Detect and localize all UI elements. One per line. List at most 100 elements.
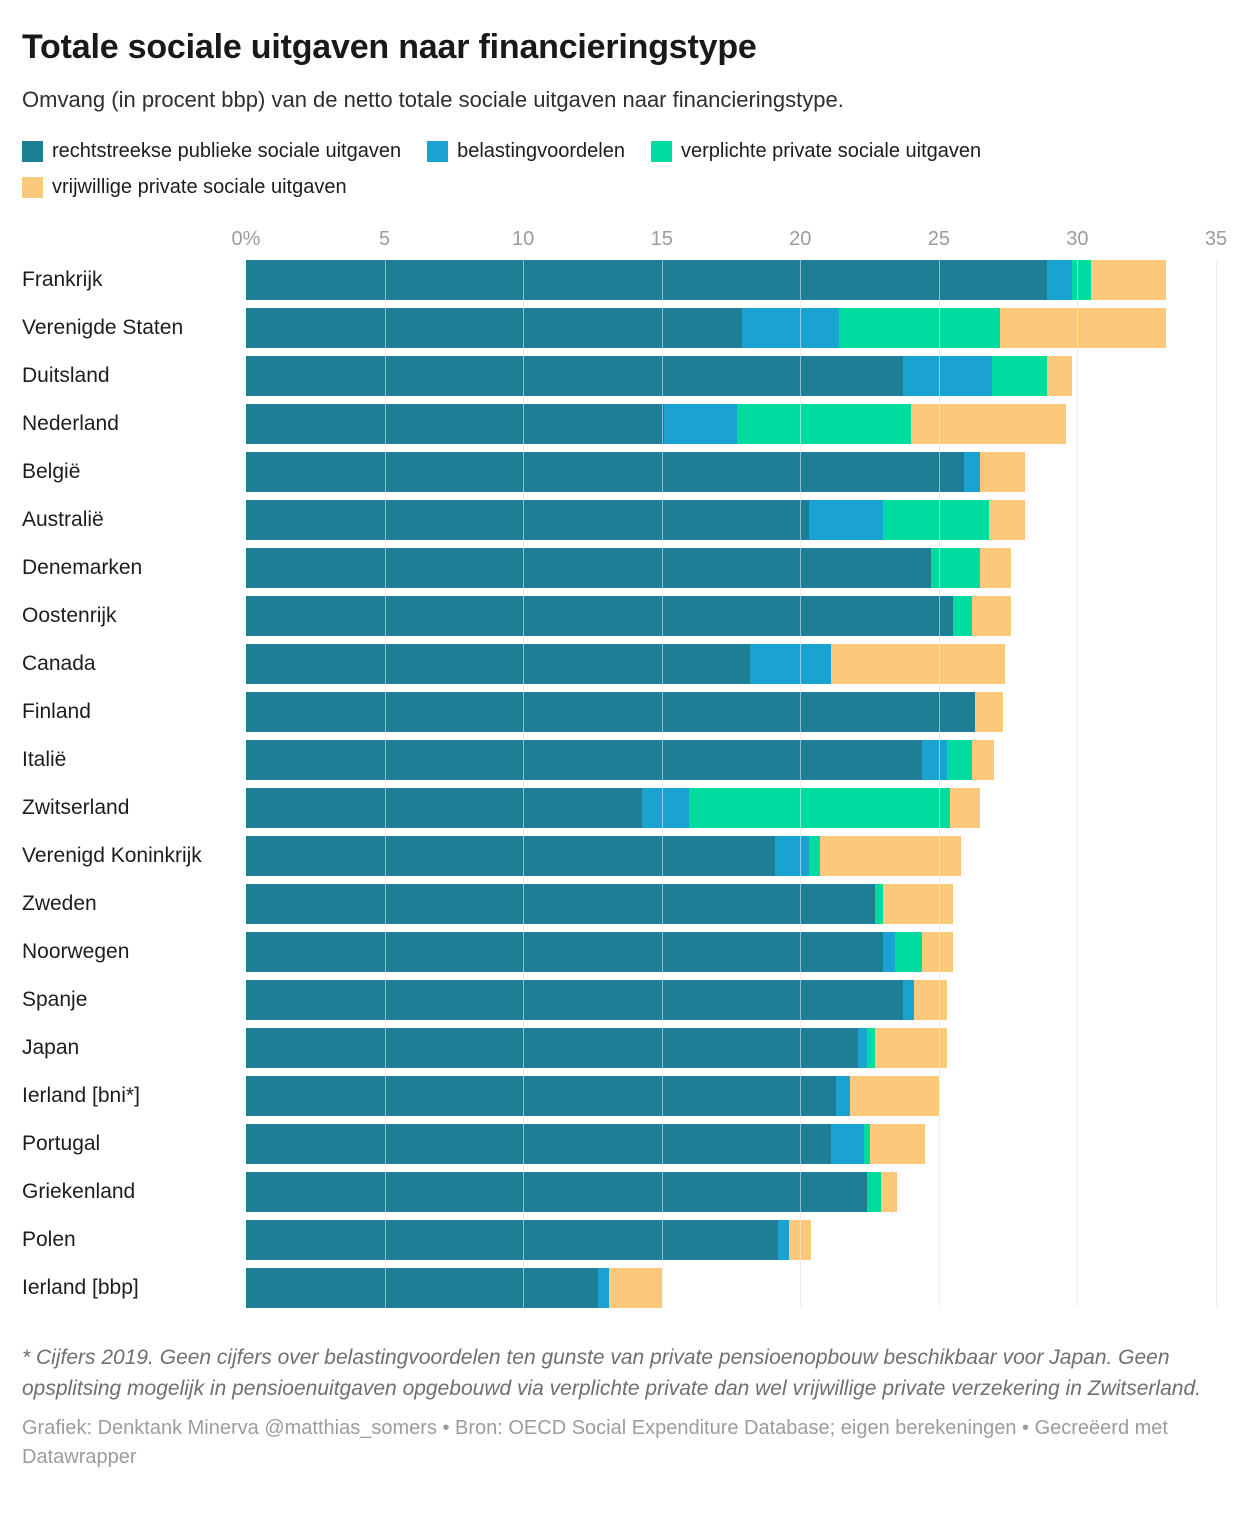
country-label: Polen bbox=[22, 1228, 76, 1251]
bar-segment bbox=[246, 1220, 779, 1260]
bar-segment bbox=[246, 1076, 837, 1116]
bar-segment bbox=[902, 980, 914, 1020]
bar-row: Frankrijk bbox=[22, 260, 1218, 300]
bar-group bbox=[246, 548, 1216, 588]
bar-segment bbox=[689, 788, 950, 828]
bar-segment bbox=[869, 1124, 925, 1164]
axis-tick-label: 30 bbox=[1066, 228, 1089, 250]
bar-row: Ierland [bni*] bbox=[22, 1076, 1218, 1116]
bar-row: Verenigd Koninkrijk bbox=[22, 836, 1218, 876]
bar-segment bbox=[883, 500, 989, 540]
bar-group bbox=[246, 1124, 1216, 1164]
bar-segment bbox=[1046, 356, 1072, 396]
country-label: Denemarken bbox=[22, 556, 143, 579]
bar-row: Spanje bbox=[22, 980, 1218, 1020]
bar-group bbox=[246, 1028, 1216, 1068]
bar-segment bbox=[246, 740, 923, 780]
bar-group bbox=[246, 884, 1216, 924]
bar-segment bbox=[972, 740, 995, 780]
bar-segment bbox=[864, 1124, 870, 1164]
bar-segment bbox=[246, 836, 776, 876]
bar-group bbox=[246, 356, 1216, 396]
country-label: Japan bbox=[22, 1036, 80, 1059]
plot-area: Frankrijk Verenigde Staten Duitsland Nederl… bbox=[22, 260, 1218, 1308]
bar-segment bbox=[789, 1220, 812, 1260]
bar-segment bbox=[911, 404, 1067, 444]
bar-segment bbox=[819, 836, 961, 876]
bar-segment bbox=[839, 308, 1000, 348]
bar-segment bbox=[1046, 260, 1072, 300]
legend-item: vrijwillige private sociale uitgaven bbox=[22, 176, 347, 199]
bar-group bbox=[246, 260, 1216, 300]
legend-swatch bbox=[22, 177, 43, 198]
bar-segment bbox=[988, 500, 1025, 540]
country-label: Nederland bbox=[22, 412, 119, 435]
bar-row: Zwitserland bbox=[22, 788, 1218, 828]
bar-segment bbox=[999, 308, 1167, 348]
bar-segment bbox=[858, 1028, 867, 1068]
bar-segment bbox=[850, 1076, 939, 1116]
bar-segment bbox=[866, 1028, 876, 1068]
bar-segment bbox=[922, 740, 948, 780]
bar-segment bbox=[875, 1028, 948, 1068]
bar-row: Finland bbox=[22, 692, 1218, 732]
legend-swatch bbox=[651, 141, 672, 162]
bar-segment bbox=[775, 836, 809, 876]
legend-item: rechtstreekse publieke sociale uitgaven bbox=[22, 140, 401, 163]
axis-tick-label: 10 bbox=[512, 228, 535, 250]
bar-segment bbox=[246, 452, 964, 492]
bar-segment bbox=[902, 356, 992, 396]
bar-row: Noorwegen bbox=[22, 932, 1218, 972]
axis-tick-label: 25 bbox=[927, 228, 950, 250]
bar-segment bbox=[246, 404, 665, 444]
bar-segment bbox=[980, 548, 1011, 588]
bar-rows: Frankrijk Verenigde Staten Duitsland Nederl… bbox=[22, 260, 1218, 1308]
bar-row: Australië bbox=[22, 500, 1218, 540]
bar-group bbox=[246, 1220, 1216, 1260]
bar-segment bbox=[246, 1268, 598, 1308]
bar-segment bbox=[246, 788, 643, 828]
bar-row: Oostenrijk bbox=[22, 596, 1218, 636]
bar-segment bbox=[246, 1124, 831, 1164]
bar-group bbox=[246, 932, 1216, 972]
bar-row: Denemarken bbox=[22, 548, 1218, 588]
bar-group bbox=[246, 1076, 1216, 1116]
bar-segment bbox=[883, 932, 895, 972]
bar-segment bbox=[246, 644, 751, 684]
bar-group bbox=[246, 452, 1216, 492]
country-label: Spanje bbox=[22, 988, 88, 1011]
bar-segment bbox=[246, 692, 975, 732]
bar-row: Duitsland bbox=[22, 356, 1218, 396]
bar-segment bbox=[664, 404, 737, 444]
bar-segment bbox=[742, 308, 840, 348]
bar-segment bbox=[750, 644, 831, 684]
bar-segment bbox=[246, 260, 1047, 300]
bar-segment bbox=[913, 980, 948, 1020]
bar-segment bbox=[883, 884, 953, 924]
bar-group bbox=[246, 596, 1216, 636]
page-title: Totale sociale uitgaven naar financierin… bbox=[22, 28, 757, 66]
bar-row: Japan bbox=[22, 1028, 1218, 1068]
country-label: Ierland [bni*] bbox=[22, 1084, 140, 1107]
country-label: Australië bbox=[22, 508, 104, 531]
bar-segment bbox=[830, 1124, 865, 1164]
bar-segment bbox=[609, 1268, 662, 1308]
country-label: Griekenland bbox=[22, 1180, 136, 1203]
bar-segment bbox=[947, 740, 973, 780]
country-label: Oostenrijk bbox=[22, 604, 117, 627]
chart-container: Totale sociale uitgaven naar financierin… bbox=[22, 28, 1227, 1468]
country-label: Zweden bbox=[22, 892, 97, 915]
bar-group bbox=[246, 788, 1216, 828]
country-label: Zwitserland bbox=[22, 796, 130, 819]
bar-segment bbox=[1091, 260, 1167, 300]
axis-tick-label: 0% bbox=[231, 228, 261, 250]
credit-line: Grafiek: Denktank Minerva @matthias_some… bbox=[22, 1417, 1168, 1468]
bar-segment bbox=[808, 500, 884, 540]
footnote: * Cijfers 2019. Geen cijfers over belast… bbox=[22, 1346, 1201, 1400]
bar-group bbox=[246, 1172, 1216, 1212]
legend-item: belastingvoordelen bbox=[427, 140, 625, 163]
country-label: Duitsland bbox=[22, 364, 110, 387]
bar-segment bbox=[866, 1172, 881, 1212]
bar-segment bbox=[880, 1172, 898, 1212]
bar-segment bbox=[980, 452, 1025, 492]
